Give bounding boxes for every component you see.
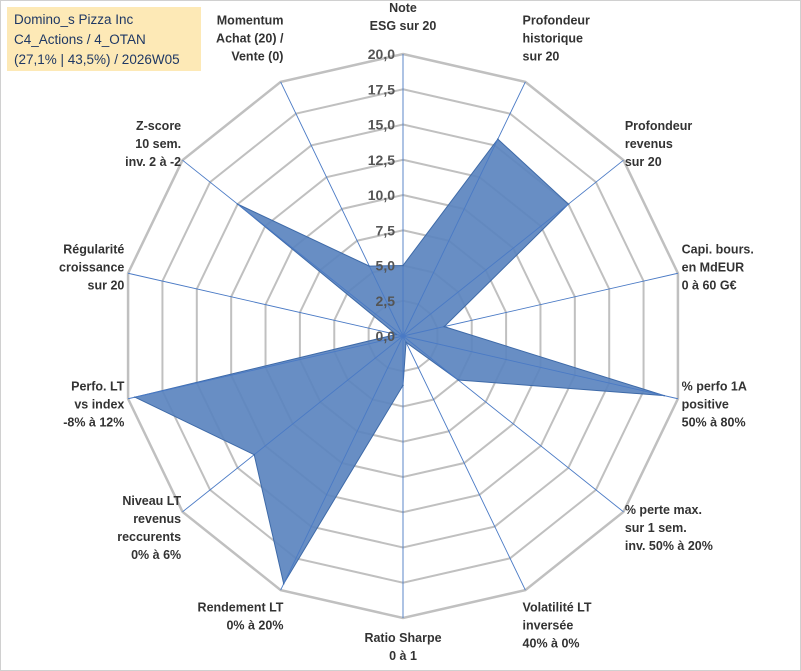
data-point-5 [663, 394, 665, 397]
axis-label-12-line-1: Régularité [63, 242, 124, 256]
tick-label-1: 2,5 [376, 293, 396, 309]
data-point-1 [402, 264, 404, 267]
axis-label-3-line-3: sur 20 [625, 155, 662, 169]
data-point-9 [282, 582, 285, 585]
axis-label-7: Volatilité LT inversée 40% à 0% [523, 600, 592, 650]
axis-label-9-line-1: Rendement LT [198, 600, 284, 614]
axis-label-1: Note ESG sur 20 [370, 1, 437, 33]
data-point-7 [405, 341, 407, 344]
tick-label-2: 5,0 [376, 258, 396, 274]
axis-label-7-line-1: Volatilité LT [523, 600, 592, 614]
title-box: Domino_s Pizza Inc C4_Actions / 4_OTAN (… [7, 7, 201, 71]
axis-label-13-line-3: inv. 2 à -2 [125, 155, 181, 169]
tick-label-0: 0,0 [376, 328, 396, 344]
axis-label-14-line-1: Momentum [217, 14, 284, 28]
axis-label-6: % perte max. sur 1 sem. inv. 50% à 20% [625, 503, 713, 553]
data-point-14 [368, 265, 371, 267]
axis-label-1-line-2: ESG sur 20 [370, 19, 437, 33]
axis-spoke-12 [127, 272, 404, 337]
axis-label-6-line-1: % perte max. [625, 503, 702, 517]
axis-spoke-2 [402, 81, 526, 337]
data-point-11 [134, 396, 136, 398]
axis-label-3-line-2: revenus [625, 137, 673, 151]
title-line-2: C4_Actions / 4_OTAN [14, 32, 146, 47]
axis-label-10-line-2: revenus [133, 512, 181, 526]
tick-label-8: 20,0 [368, 46, 395, 62]
axis-spoke-14 [280, 81, 404, 337]
axis-spoke-9 [280, 335, 404, 591]
axis-label-3-line-1: Profondeur [625, 119, 692, 133]
axis-label-7-line-2: inversée [523, 618, 574, 632]
data-point-2 [497, 138, 499, 140]
tick-label-3: 7,5 [376, 222, 396, 238]
axis-label-5-line-1: % perfo 1A [682, 380, 747, 394]
axis-spoke-3 [402, 159, 624, 337]
axis-spoke-5 [402, 335, 679, 400]
axis-label-14: Momentum Achat (20) / Vente (0) [216, 14, 284, 64]
axis-label-8-line-2: 0 à 1 [389, 649, 417, 663]
axis-label-12-line-3: sur 20 [88, 278, 125, 292]
axis-label-11-line-3: -8% à 12% [63, 416, 124, 430]
axis-label-4-line-2: en MdEUR [682, 260, 745, 274]
axis-label-4-line-3: 0 à 60 G€ [682, 278, 737, 292]
axis-label-6-line-2: sur 1 sem. [625, 521, 687, 535]
axis-spoke-13 [182, 159, 404, 337]
data-point-3 [567, 203, 570, 205]
tick-label-4: 10,0 [368, 187, 395, 203]
axis-spoke-6 [402, 335, 624, 513]
tick-label-5: 12,5 [368, 152, 395, 168]
axis-label-5-line-3: 50% à 80% [682, 416, 746, 430]
axis-label-11-line-2: vs index [74, 398, 124, 412]
tick-label-6: 15,0 [368, 117, 395, 133]
data-point-8 [402, 384, 404, 387]
axis-label-4: Capi. bours. en MdEUR 0 à 60 G€ [682, 242, 754, 292]
axis-spoke-11 [127, 335, 404, 400]
axis-label-10-line-1: Niveau LT [122, 494, 181, 508]
axis-label-8: Ratio Sharpe 0 à 1 [364, 631, 441, 663]
axis-label-14-line-2: Achat (20) / [216, 32, 284, 46]
axis-label-9-line-2: 0% à 20% [226, 618, 283, 632]
axis-label-1-line-1: Note [389, 1, 417, 15]
axis-spoke-4 [402, 272, 679, 337]
axis-label-2-line-3: sur 20 [523, 50, 560, 64]
axis-label-3: Profondeur revenus sur 20 [625, 119, 692, 169]
axis-label-4-line-1: Capi. bours. [682, 242, 754, 256]
axis-label-14-line-3: Vente (0) [231, 50, 283, 64]
axis-label-10-line-4: 0% à 6% [131, 548, 181, 562]
axis-label-6-line-3: inv. 50% à 20% [625, 539, 713, 553]
axis-label-12-line-2: croissance [59, 260, 124, 274]
axis-label-12: Régularité croissance sur 20 [59, 242, 124, 292]
axis-label-5: % perfo 1A positive 50% à 80% [682, 380, 747, 430]
axis-label-5-line-2: positive [682, 398, 729, 412]
axis-label-11: Perfo. LT vs index -8% à 12% [63, 380, 125, 430]
tick-label-7: 17,5 [368, 81, 395, 97]
data-point-6 [457, 379, 459, 381]
data-point-13 [236, 203, 239, 205]
axis-label-13-line-1: Z-score [136, 119, 181, 133]
axis-label-9: Rendement LT 0% à 20% [198, 600, 284, 632]
axis-label-10-line-3: reccurents [117, 530, 181, 544]
axis-spoke-10 [182, 335, 404, 513]
data-point-12 [395, 333, 397, 336]
axis-label-2-line-2: historique [523, 32, 583, 46]
axis-spoke-7 [402, 335, 526, 591]
axis-label-8-line-1: Ratio Sharpe [364, 631, 441, 645]
axis-label-13: Z-score 10 sem. inv. 2 à -2 [125, 119, 181, 169]
title-line-1: Domino_s Pizza Inc [14, 12, 134, 27]
data-series-area [133, 138, 665, 586]
axis-label-7-line-3: 40% à 0% [523, 636, 580, 650]
axis-label-11-line-1: Perfo. LT [71, 380, 125, 394]
axis-label-10: Niveau LT revenus reccurents 0% à 6% [117, 494, 181, 562]
axis-label-2: Profondeur historique sur 20 [523, 14, 590, 64]
data-point-4 [443, 325, 446, 328]
axis-label-13-line-2: 10 sem. [135, 137, 181, 151]
title-line-3: (27,1% | 43,5%) / 2026W05 [14, 52, 180, 67]
axis-label-2-line-1: Profondeur [523, 14, 590, 28]
data-point-10 [253, 453, 255, 456]
